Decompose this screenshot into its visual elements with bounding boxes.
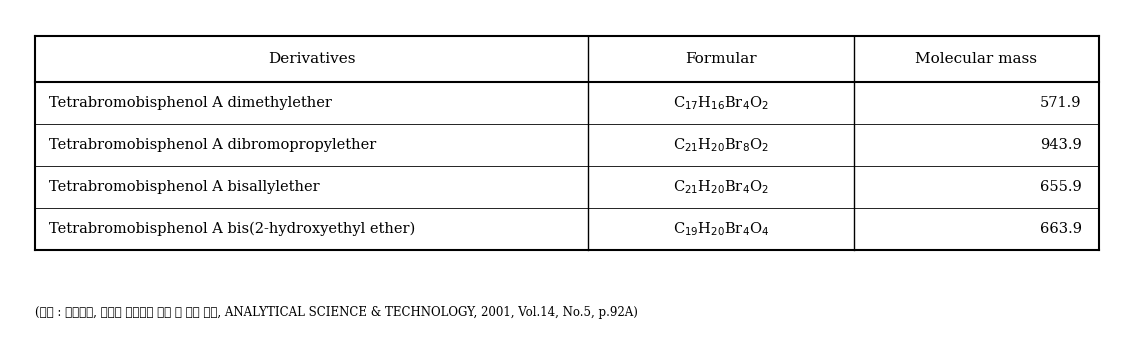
Text: Tetrabromobisphenol A bis(2-hydroxyethyl ether): Tetrabromobisphenol A bis(2-hydroxyethyl… (49, 222, 415, 236)
Text: 943.9: 943.9 (1040, 138, 1082, 152)
Text: C$_{17}$H$_{16}$Br$_{4}$O$_{2}$: C$_{17}$H$_{16}$Br$_{4}$O$_{2}$ (674, 94, 769, 112)
Text: C$_{21}$H$_{20}$Br$_{4}$O$_{2}$: C$_{21}$H$_{20}$Br$_{4}$O$_{2}$ (674, 178, 769, 196)
Text: Derivatives: Derivatives (268, 52, 356, 66)
Text: (자료 : 장성기외, 브롬화 난연제의 특성 및 분석 현황, ANALYTICAL SCIENCE & TECHNOLOGY, 2001, Vol.14, : (자료 : 장성기외, 브롬화 난연제의 특성 및 분석 현황, ANALYTI… (35, 306, 638, 318)
Text: Molecular mass: Molecular mass (915, 52, 1038, 66)
Text: Formular: Formular (685, 52, 758, 66)
Text: 655.9: 655.9 (1040, 180, 1082, 194)
Text: Tetrabromobisphenol A bisallylether: Tetrabromobisphenol A bisallylether (49, 180, 320, 194)
Text: 663.9: 663.9 (1040, 222, 1082, 236)
Text: Tetrabromobisphenol A dimethylether: Tetrabromobisphenol A dimethylether (49, 96, 332, 110)
Text: Tetrabromobisphenol A dibromopropylether: Tetrabromobisphenol A dibromopropylether (49, 138, 376, 152)
Text: C$_{21}$H$_{20}$Br$_{8}$O$_{2}$: C$_{21}$H$_{20}$Br$_{8}$O$_{2}$ (674, 136, 769, 154)
Text: 571.9: 571.9 (1040, 96, 1082, 110)
Text: C$_{19}$H$_{20}$Br$_{4}$O$_{4}$: C$_{19}$H$_{20}$Br$_{4}$O$_{4}$ (674, 220, 769, 238)
